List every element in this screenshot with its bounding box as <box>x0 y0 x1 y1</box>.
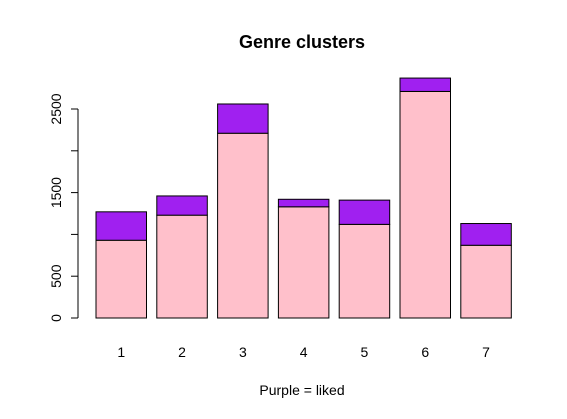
y-tick-label: 0 <box>48 314 64 322</box>
bar-5-series-1 <box>338 223 391 319</box>
chart-title: Genre clusters <box>239 32 365 52</box>
bar-3-series-2 <box>217 103 269 134</box>
bar-3-series-1 <box>217 132 269 319</box>
x-tick-label: 6 <box>421 344 429 360</box>
bar-6-series-2 <box>399 77 451 92</box>
x-tick-label: 4 <box>300 344 308 360</box>
x-tick-label: 3 <box>239 344 247 360</box>
x-tick-label: 1 <box>117 344 125 360</box>
bar-1-series-1 <box>95 239 147 319</box>
bar-4-series-2 <box>277 198 330 208</box>
bar-6-series-1 <box>399 90 451 319</box>
y-tick-label: 500 <box>48 264 64 288</box>
bars <box>95 77 512 319</box>
bar-1-series-2 <box>95 211 147 241</box>
bar-5-series-2 <box>338 199 391 225</box>
x-tick-label: 2 <box>178 344 186 360</box>
bar-2-series-2 <box>156 195 208 216</box>
y-tick-label: 1500 <box>48 177 64 208</box>
x-axis-label: Purple = liked <box>259 382 344 398</box>
bar-7-series-2 <box>460 223 512 246</box>
x-tick-label: 7 <box>482 344 490 360</box>
bar-4-series-1 <box>277 206 330 319</box>
bar-7-series-1 <box>460 244 512 319</box>
y-tick-label: 2500 <box>48 93 64 124</box>
bar-2-series-1 <box>156 214 208 319</box>
x-tick-label: 5 <box>361 344 369 360</box>
x-axis: 1 2 3 4 5 6 7 <box>117 344 490 360</box>
y-axis: 0 500 1500 2500 <box>48 93 79 322</box>
